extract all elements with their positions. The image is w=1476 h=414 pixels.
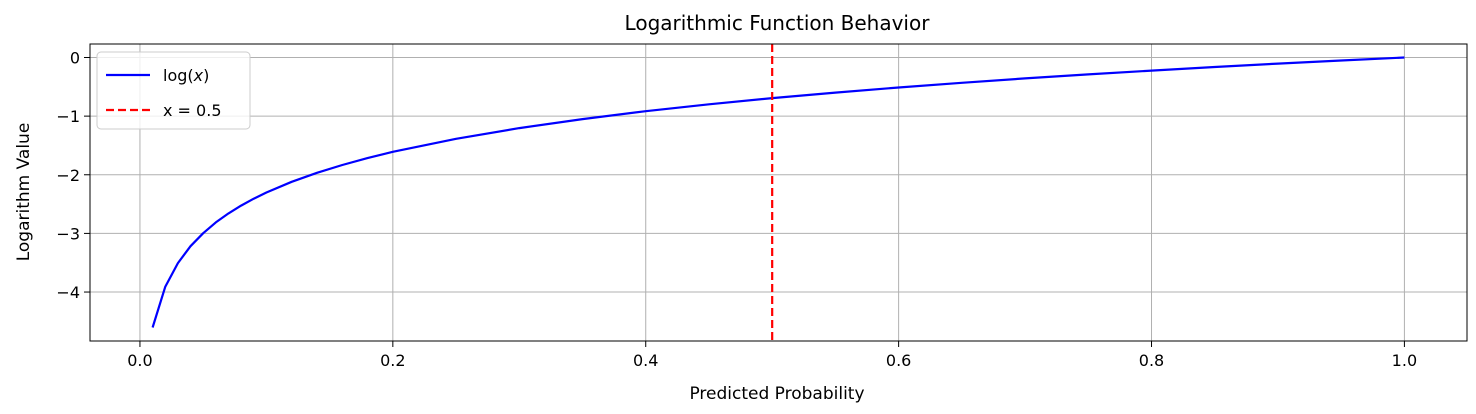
plot-frame xyxy=(89,43,1468,342)
plot-lines xyxy=(151,44,1405,341)
x-axis-label: Predicted Probability xyxy=(689,384,864,404)
grid xyxy=(90,44,1467,341)
y-tick-label: −1 xyxy=(56,107,80,126)
y-tick-label: −2 xyxy=(56,166,80,185)
x-tick-label: 0.4 xyxy=(633,351,658,370)
chart-title: Logarithmic Function Behavior xyxy=(625,11,931,35)
series-line-log xyxy=(151,56,1405,328)
y-tick-label: −3 xyxy=(56,224,80,243)
x-tick-label: 0.8 xyxy=(1139,351,1164,370)
y-tick-label: 0 xyxy=(70,48,80,67)
y-tick-label: −4 xyxy=(56,283,80,302)
y-axis-label: Logarithm Value xyxy=(14,123,34,262)
x-tick-label: 0.6 xyxy=(886,351,911,370)
legend-label-vline: x = 0.5 xyxy=(163,101,222,120)
legend: log(x) x = 0.5 xyxy=(96,51,251,130)
axis-ticks: 0.0 0.2 0.4 0.6 0.8 1.0 0 −1 −2 −3 −4 xyxy=(56,48,1417,370)
x-tick-label: 0.2 xyxy=(380,351,405,370)
x-tick-label: 0.0 xyxy=(127,351,152,370)
x-tick-label: 1.0 xyxy=(1392,351,1417,370)
legend-label-log: log(x) xyxy=(163,66,209,85)
